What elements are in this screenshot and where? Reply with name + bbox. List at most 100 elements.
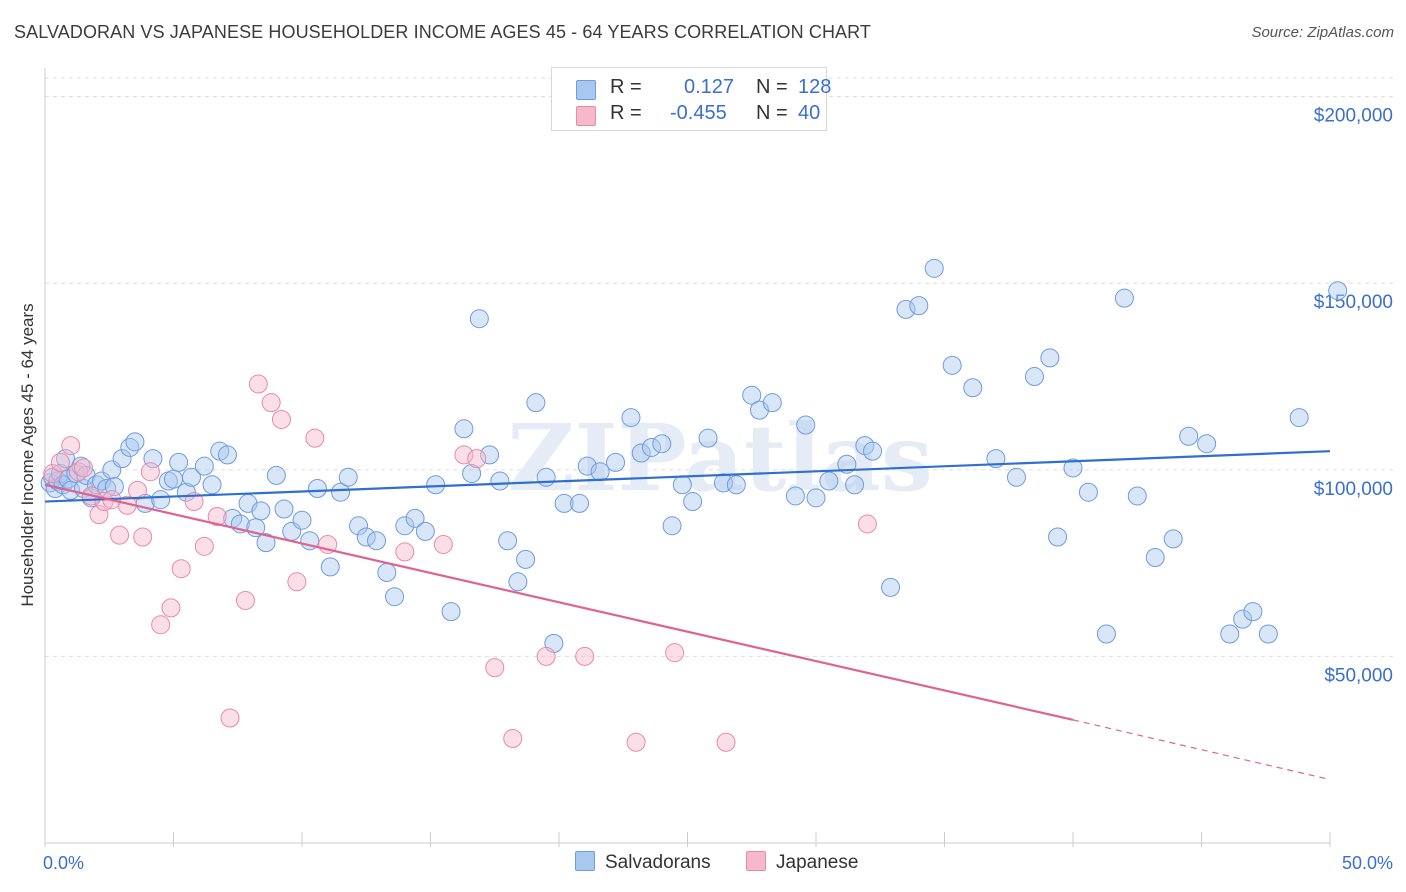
japanese-point <box>485 658 505 678</box>
japanese-point <box>248 374 268 394</box>
japanese-point <box>305 428 325 448</box>
salvadorans-point <box>577 456 597 476</box>
salvadorans-point <box>274 499 294 519</box>
salvadorans-point <box>621 408 641 428</box>
japanese-trend-line <box>44 483 1074 721</box>
salvadorans-point <box>320 557 340 577</box>
japanese-point <box>857 514 877 534</box>
japanese-point <box>503 729 523 749</box>
salvadorans-points <box>40 258 1348 653</box>
salvadorans-point <box>349 516 369 536</box>
r-label: R = <box>610 76 642 98</box>
tick-labels: $50,000 $100,000 $150,000 $200,000 0.0% 50.0% <box>43 106 1393 873</box>
salvadorans-point <box>292 510 312 530</box>
salvadorans-point <box>1096 624 1116 644</box>
salvadorans-point <box>942 355 962 375</box>
salvadorans-point <box>256 533 276 553</box>
salvadorans-point <box>202 475 222 495</box>
japanese-point <box>151 615 171 635</box>
legend-item-japanese[interactable]: Japanese <box>746 851 858 874</box>
japanese-point <box>133 527 153 547</box>
salvadorans-point <box>606 452 626 472</box>
salvadorans-point <box>307 478 327 498</box>
salvadorans-point <box>963 378 983 398</box>
salvadorans-point <box>785 486 805 506</box>
salvadorans-point <box>480 445 500 465</box>
japanese-point <box>395 542 415 562</box>
japanese-point <box>716 732 736 752</box>
salvadorans-point <box>338 467 358 487</box>
y-tick-label: $50,000 <box>1324 665 1393 686</box>
salvadorans-point <box>662 516 682 536</box>
japanese-point <box>171 559 191 579</box>
salvadorans-point <box>112 449 132 469</box>
salvadorans-point <box>652 434 672 454</box>
japanese-point <box>50 452 70 472</box>
salvadorans-point <box>385 587 405 607</box>
correlation-legend: R = 0.127 N = 128 R = -0.455 N = 40 <box>551 67 831 131</box>
salvadorans-point <box>1040 348 1060 368</box>
salvadorans-point <box>845 475 865 495</box>
x-tick-label: 0.0% <box>43 853 84 873</box>
salvadorans-point <box>554 493 574 513</box>
watermark: ZIPatlas <box>507 404 932 512</box>
salvadorans-point <box>251 501 271 521</box>
salvadorans-point <box>462 464 482 484</box>
salvadorans-point <box>698 428 718 448</box>
salvadorans-point <box>924 258 944 278</box>
japanese-point <box>220 708 240 728</box>
salvadorans-point <box>806 488 826 508</box>
axes <box>44 68 1331 847</box>
japanese-point <box>140 462 160 482</box>
y-tick-label: $200,000 <box>1314 106 1393 127</box>
japanese-point <box>261 393 281 413</box>
salvadorans-point <box>454 419 474 439</box>
n-value: 128 <box>798 76 832 98</box>
trend-lines <box>44 450 1331 781</box>
salvadorans-point <box>683 492 703 512</box>
japanese-point <box>194 536 214 556</box>
salvadorans-point <box>377 562 397 582</box>
legend-label-salvadorans: Salvadorans <box>605 852 711 873</box>
salvadorans-point <box>672 475 692 495</box>
salvadorans-point <box>1163 529 1183 549</box>
salvadorans-point <box>1289 408 1309 428</box>
y-tick-label: $100,000 <box>1314 479 1393 500</box>
salvadorans-point <box>498 531 518 551</box>
japanese-point <box>110 525 130 545</box>
salvadorans-point <box>1328 281 1348 301</box>
japanese-point <box>74 458 94 478</box>
salvadorans-point <box>151 490 171 510</box>
salvadorans-point <box>1220 624 1240 644</box>
salvadorans-point <box>642 437 662 457</box>
salvadorans-point <box>1078 482 1098 502</box>
r-value: 0.127 <box>684 76 735 98</box>
japanese-point <box>467 449 487 469</box>
salvadorans-point <box>796 415 816 435</box>
japanese-point <box>271 409 291 429</box>
y-axis-label: Householder Income Ages 45 - 64 years <box>18 303 37 607</box>
salvadorans-point <box>415 521 435 541</box>
salvadorans-point <box>881 577 901 597</box>
salvadorans-point <box>405 508 425 528</box>
salvadorans-point <box>726 475 746 495</box>
salvadorans-point <box>1006 467 1026 487</box>
legend-item-salvadorans[interactable]: Salvadorans <box>575 851 711 874</box>
japanese-point <box>454 445 474 465</box>
japanese-point <box>287 572 307 592</box>
salvadorans-point <box>217 445 237 465</box>
salvadorans-point <box>356 527 376 547</box>
salvadorans-point <box>266 465 286 485</box>
salvadorans-point <box>1258 624 1278 644</box>
n-value: 40 <box>798 102 821 124</box>
salvadorans-point <box>1243 602 1263 622</box>
salvadorans-point <box>508 572 528 592</box>
salvadorans-point <box>194 456 214 476</box>
salvadorans-point <box>125 432 145 452</box>
salvadorans-point <box>1179 426 1199 446</box>
legend-swatch-salvadorans <box>575 851 595 871</box>
salvadorans-point <box>367 531 387 551</box>
n-label: N = <box>756 76 788 98</box>
salvadorans-point <box>536 467 556 487</box>
salvadorans-point <box>1024 367 1044 387</box>
